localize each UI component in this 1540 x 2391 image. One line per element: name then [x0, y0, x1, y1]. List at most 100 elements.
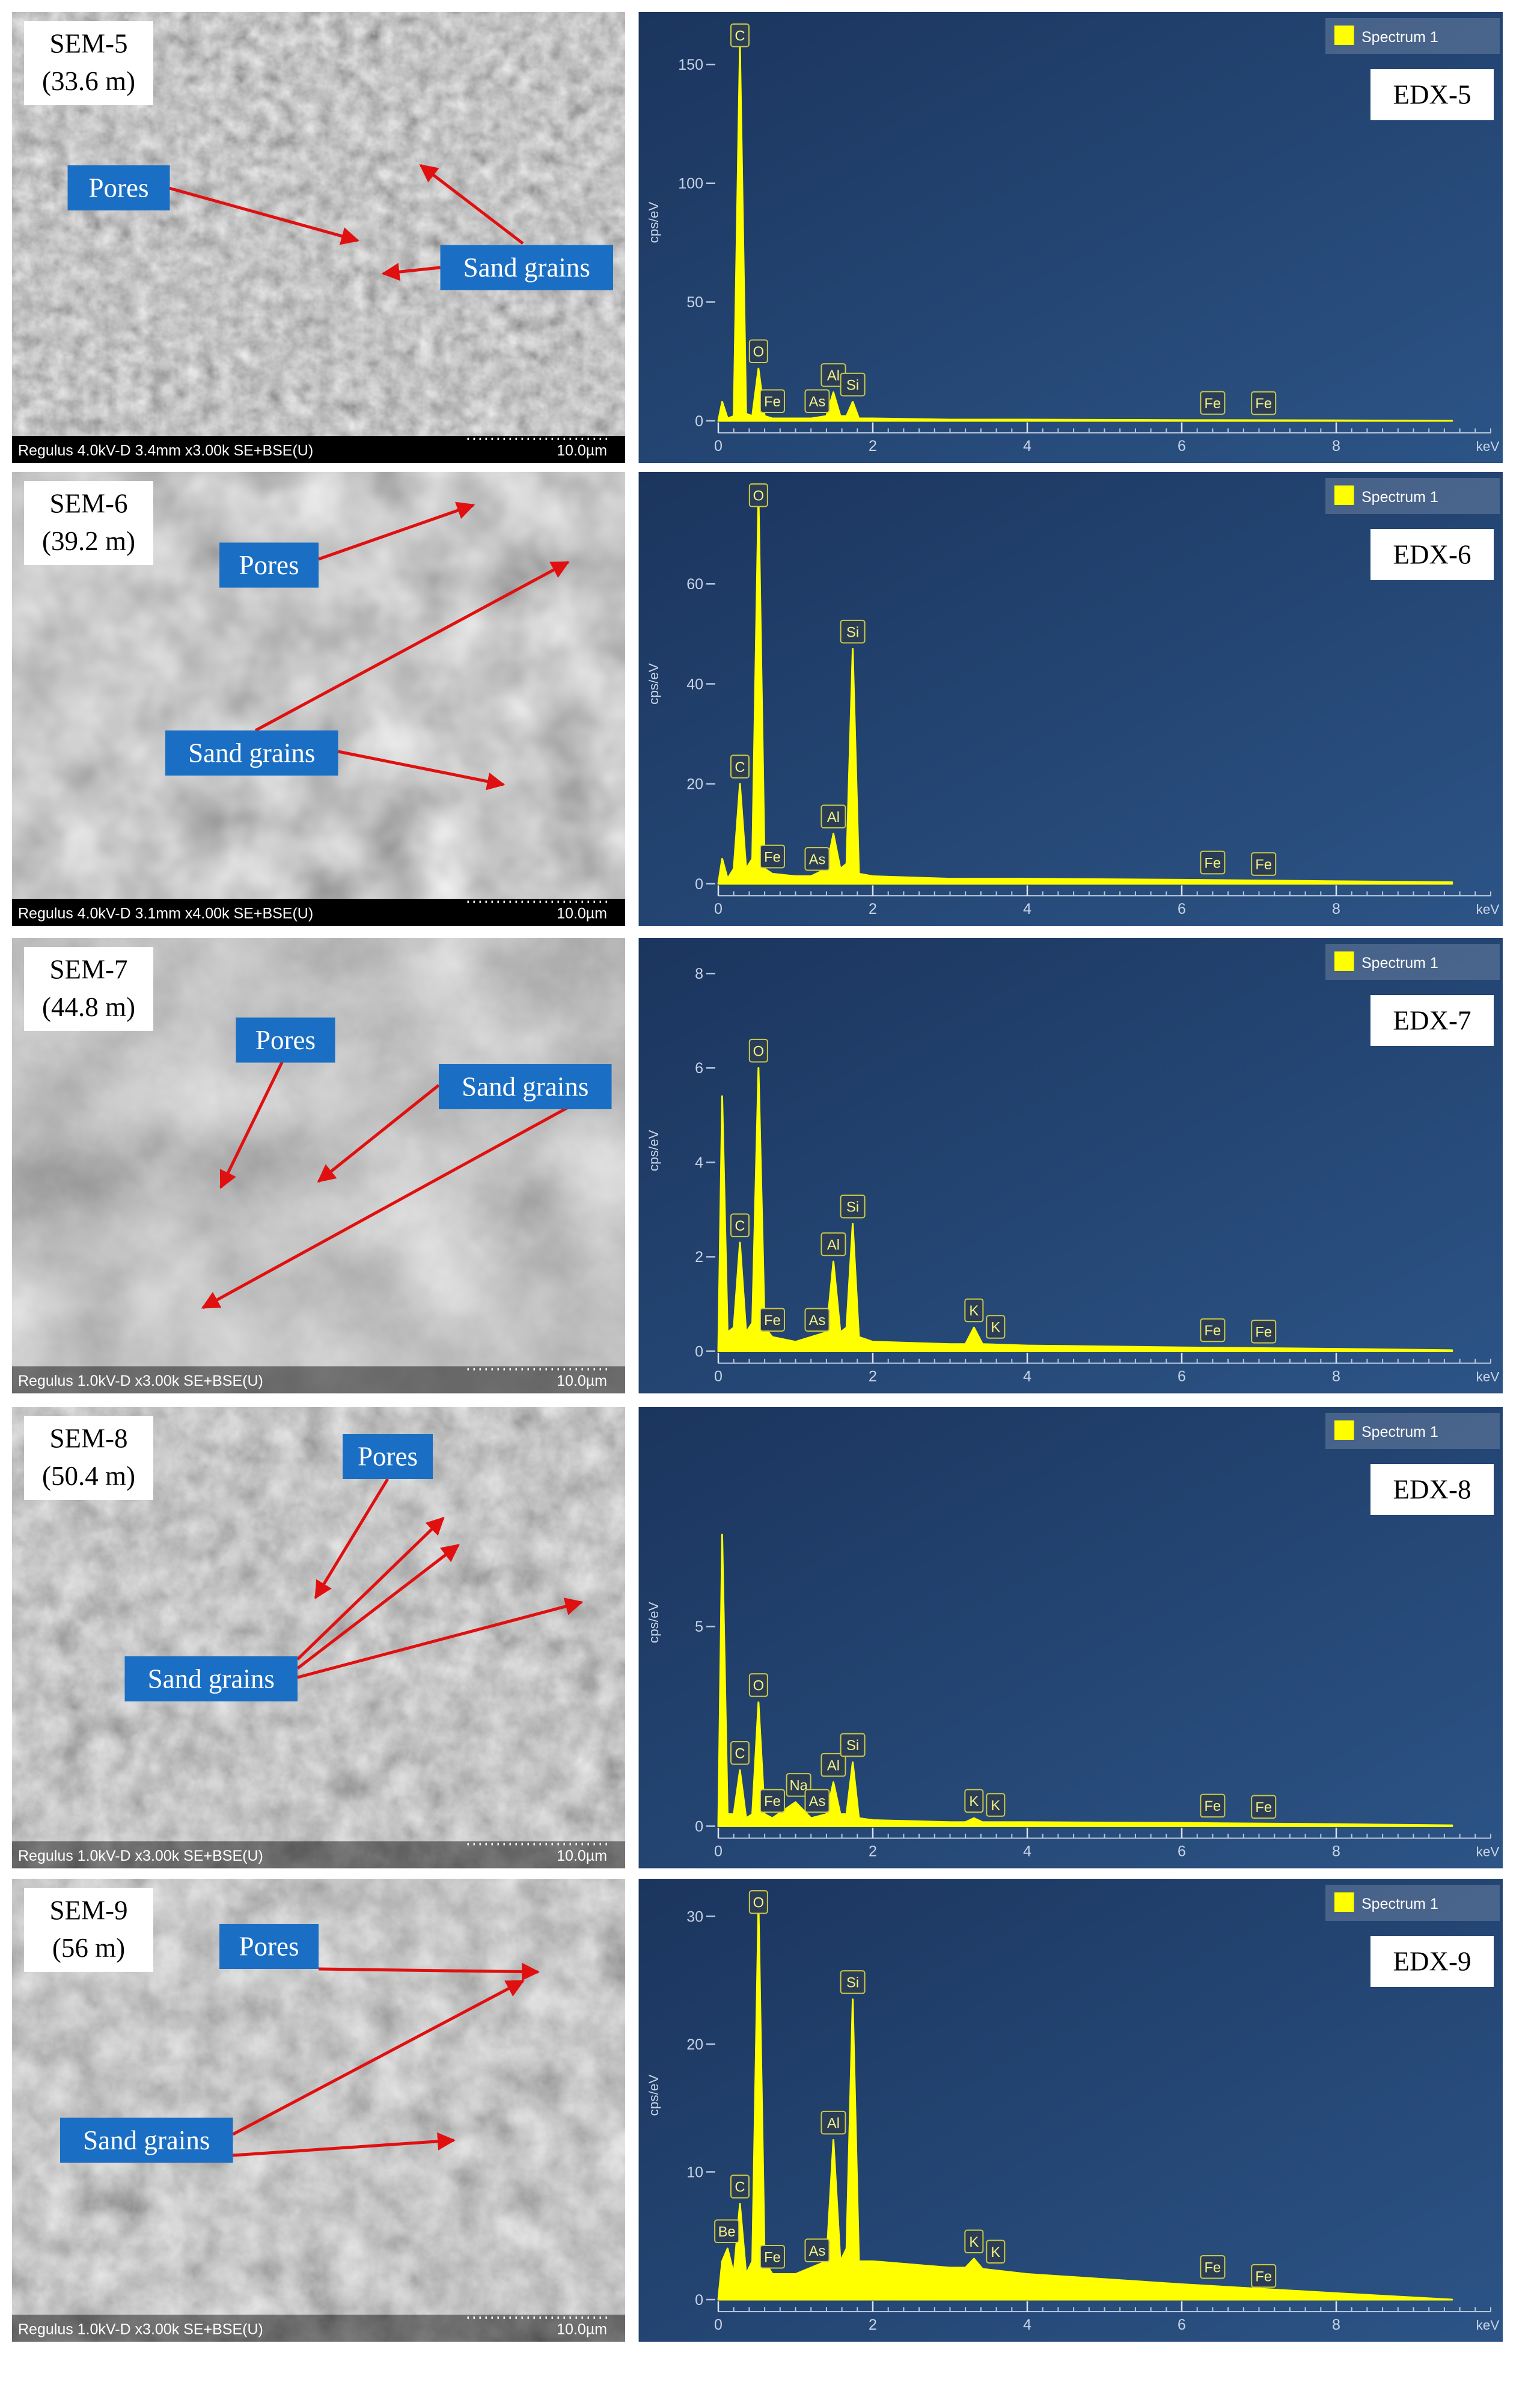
x-axis-label: keV	[1476, 1370, 1500, 1385]
peak-label-box	[1200, 1318, 1226, 1342]
y-tick-label: 0	[695, 1343, 703, 1360]
peak-label: K	[991, 2244, 1000, 2261]
peak-label: Fe	[764, 394, 781, 410]
peak-label: Fe	[1205, 1798, 1221, 1814]
peak-label-box	[1251, 2264, 1277, 2288]
x-tick-label: 2	[869, 1843, 877, 1860]
sem-panel: Regulus 1.0kV-D x3.00k SE+BSE(U) 10.0µm SE…	[12, 1407, 625, 1869]
scale-bar-label: 10.0µm	[557, 442, 607, 459]
peak-label: Fe	[1255, 1324, 1272, 1341]
annotation-arrow	[254, 560, 570, 732]
sand-grains-label: Sand grains	[188, 738, 315, 768]
x-tick-label: 0	[714, 1368, 723, 1385]
peak-label-box	[1200, 391, 1226, 415]
panel-label-box	[1370, 1464, 1494, 1515]
y-tick-label: 5	[695, 1618, 703, 1635]
pores-label: Pores	[239, 550, 299, 580]
x-tick-label: 0	[714, 1843, 723, 1860]
sample-label-box	[24, 21, 153, 106]
x-tick-label: 2	[869, 2316, 877, 2333]
panel-label: EDX-5	[1393, 80, 1471, 110]
peak-label-box	[1200, 2255, 1226, 2279]
sample-label: SEM-8	[49, 1424, 127, 1454]
peak-label: O	[753, 1043, 764, 1059]
sample-label-box	[24, 947, 153, 1031]
peak-label-box	[730, 2175, 750, 2199]
scale-bar-label: 10.0µm	[557, 1848, 607, 1864]
sem-panel: Regulus 1.0kV-D x3.00k SE+BSE(U) 10.0µm SE…	[12, 1879, 625, 2342]
x-axis-label: keV	[1476, 902, 1500, 917]
annotation-box	[124, 1656, 298, 1701]
instrument-info: Regulus 4.0kV-D 3.4mm x3.00k SE+BSE(U)	[18, 442, 313, 459]
legend-label: Spectrum 1	[1361, 1424, 1438, 1440]
y-tick-label: 30	[686, 1908, 703, 1925]
legend-swatch	[1334, 25, 1354, 46]
peak-label: K	[969, 1793, 979, 1810]
peak-label: C	[735, 28, 745, 44]
annotation-box	[60, 2117, 233, 2163]
sample-depth: (56 m)	[52, 1933, 125, 1963]
legend-label: Spectrum 1	[1361, 489, 1438, 506]
peak-label-box	[804, 389, 830, 414]
peak-label: Fe	[764, 1793, 781, 1810]
annotation-arrow	[233, 2132, 456, 2157]
annotation-box	[67, 165, 170, 211]
peak-label-box	[1251, 1320, 1277, 1344]
peak-label-box	[804, 2238, 830, 2262]
sample-label-box	[24, 1888, 153, 1972]
peak-label: O	[753, 344, 764, 360]
sample-label-box	[24, 481, 153, 565]
peak-label: Fe	[1255, 396, 1272, 412]
spectrum	[717, 44, 1453, 422]
peak-label-box	[714, 2219, 740, 2243]
spectrum	[717, 1534, 1453, 1827]
info-bar	[12, 2314, 625, 2342]
x-tick-label: 2	[869, 901, 877, 917]
scale-bar-label: 10.0µm	[557, 905, 607, 922]
peak-label: Si	[846, 624, 859, 640]
peak-label: Al	[827, 2115, 840, 2131]
x-tick-label: 0	[714, 438, 723, 455]
sand-grains-label: Sand grains	[462, 1072, 588, 1102]
annotation-arrow	[381, 263, 441, 281]
peak-label-box	[820, 804, 846, 828]
panel-label: EDX-6	[1393, 540, 1471, 570]
spectrum	[717, 1902, 1453, 2301]
peak-label: Fe	[1205, 855, 1221, 871]
annotation-box	[165, 730, 338, 776]
annotation-arrow	[419, 164, 524, 245]
edx-panel: 0 50 100 150 cps/eV 0 2 4 6 8 keV Spectrum 1 C O Fe AsA…	[638, 12, 1503, 463]
peak-label: Fe	[1255, 1799, 1272, 1816]
peak-label-box	[840, 1194, 866, 1219]
y-tick-label: 0	[695, 1818, 703, 1835]
peak-label: Si	[846, 1737, 859, 1754]
annotation-box	[343, 1434, 433, 1479]
peak-label: Fe	[1255, 857, 1272, 873]
x-tick-label: 4	[1023, 1843, 1031, 1860]
legend-swatch	[1334, 1892, 1354, 1912]
peak-label: K	[991, 1798, 1000, 1814]
annotation-arrow	[201, 1083, 610, 1309]
x-tick-label: 4	[1023, 1368, 1031, 1385]
y-tick-label: 8	[695, 966, 703, 982]
peak-label-box	[964, 2229, 984, 2253]
peak-label: K	[969, 1303, 979, 1319]
legend-label: Spectrum 1	[1361, 29, 1438, 46]
panel-label-box	[1370, 529, 1494, 580]
sample-depth: (39.2 m)	[42, 526, 135, 556]
x-tick-label: 8	[1332, 2316, 1340, 2333]
y-tick-label: 10	[686, 2164, 703, 2181]
peak-label-box	[759, 389, 785, 414]
sample-label-box	[24, 1416, 153, 1500]
peak-label-box	[840, 372, 866, 397]
peak-label: C	[735, 1746, 745, 1762]
legend-swatch	[1334, 1420, 1354, 1440]
sem-panel: Regulus 4.0kV-D 3.1mm x4.00k SE+BSE(U) 10…	[12, 472, 625, 926]
peak-label: Al	[827, 809, 840, 825]
peak-label-box	[759, 1308, 785, 1332]
annotation-arrow	[219, 1060, 284, 1189]
peak-label-box	[820, 1232, 846, 1257]
peak-label-box	[986, 1315, 1006, 1339]
peak-label: Al	[827, 368, 840, 384]
